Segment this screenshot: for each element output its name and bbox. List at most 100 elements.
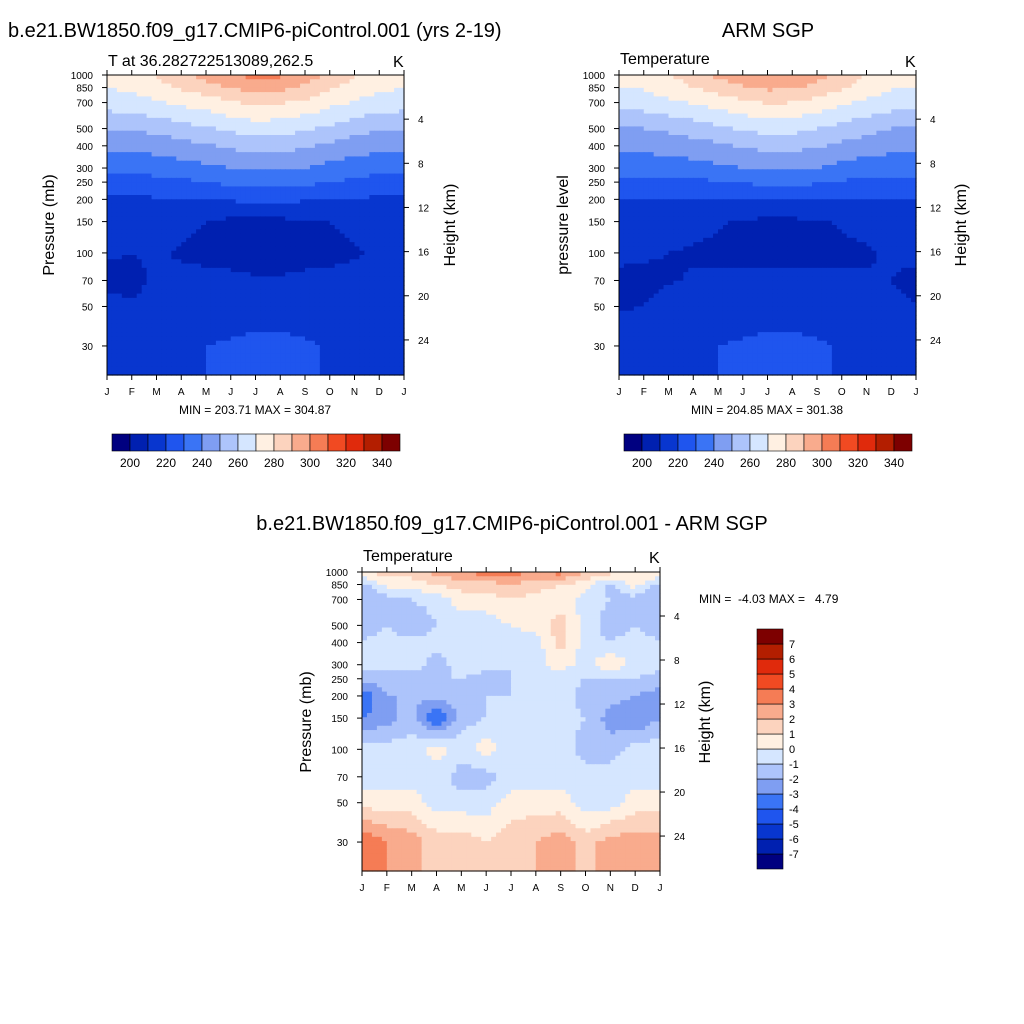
model-cell (359, 117, 365, 123)
model-cell (235, 212, 242, 218)
obs-cell (836, 100, 843, 106)
model-cell (171, 216, 177, 222)
obs-cell (643, 79, 650, 85)
model-cell (369, 319, 375, 325)
model-cell (314, 109, 321, 115)
model-cell (196, 152, 202, 158)
model-cell (354, 242, 361, 248)
model-cell (215, 237, 222, 243)
model-cell (107, 310, 113, 316)
obs-cell (708, 75, 714, 80)
obs-cell (623, 79, 630, 85)
model-cell (121, 147, 128, 153)
model-cell (201, 293, 207, 299)
model-cell (300, 212, 306, 218)
model-cell (349, 165, 356, 170)
model-cell (210, 173, 217, 179)
obs-cell (831, 100, 838, 106)
model-cell (250, 109, 257, 115)
model-ytick-label: 400 (76, 142, 93, 153)
model-cell (300, 297, 306, 303)
model-cell (324, 250, 331, 256)
model-cell (171, 130, 177, 136)
model-cell (389, 276, 395, 282)
model-cell (314, 289, 321, 295)
model-cell (354, 96, 361, 102)
model-cell (136, 267, 143, 273)
model-cell (334, 297, 341, 303)
obs-cell (772, 117, 778, 123)
model-cell (201, 92, 207, 98)
model-cell (280, 216, 286, 222)
model-cell (156, 242, 163, 248)
model-cell (215, 195, 222, 200)
model-cell (285, 370, 291, 376)
model-cell (151, 216, 158, 222)
obs-cell (817, 79, 823, 85)
obs-cell (698, 79, 704, 85)
model-ytick-label: 200 (76, 195, 93, 206)
model-cell (146, 267, 153, 273)
model-cell (111, 353, 118, 359)
model-cell (324, 332, 331, 338)
model-cell (250, 336, 257, 342)
model-colorbar-box (255, 433, 275, 452)
model-cell (220, 135, 227, 140)
model-cell (369, 229, 375, 235)
model-cell (176, 126, 182, 132)
model-cell (359, 212, 365, 218)
model-cell (334, 229, 341, 235)
obs-cell (683, 79, 689, 85)
model-cell (255, 276, 262, 282)
model-cell (319, 203, 326, 209)
model-cell (245, 285, 252, 290)
model-cell (379, 169, 385, 175)
model-cell (156, 87, 163, 93)
model-cell (354, 83, 361, 89)
obs-cell (668, 96, 675, 102)
model-cell (374, 156, 380, 162)
model-cell (260, 207, 266, 213)
model-cell (305, 250, 311, 256)
model-cell (230, 259, 237, 265)
model-cell (201, 130, 207, 136)
model-cell (131, 255, 138, 260)
model-cell (151, 306, 158, 312)
model-cell (156, 122, 163, 128)
model-cell (265, 327, 271, 333)
model-cell (394, 169, 400, 175)
model-cell (394, 302, 400, 308)
model-cell (215, 327, 222, 333)
obs-cell (708, 105, 714, 110)
model-cell (201, 315, 207, 320)
model-cell (235, 280, 242, 286)
model-cell (210, 349, 217, 355)
model-cell (161, 362, 167, 368)
model-cell (275, 199, 281, 205)
model-cell (305, 87, 311, 93)
obs-cell (693, 87, 699, 93)
model-cell (319, 297, 326, 303)
model-cell (399, 96, 405, 102)
model-cell (161, 169, 167, 175)
obs-cell (752, 92, 759, 98)
model-cell (260, 165, 266, 170)
model-cell (230, 130, 237, 136)
model-cell (171, 225, 177, 230)
model-cell (364, 135, 370, 140)
model-cell (369, 225, 375, 230)
model-cell (146, 87, 153, 93)
model-cell (280, 186, 286, 192)
model-cell (191, 289, 197, 295)
model-cell (220, 246, 227, 252)
model-cell (176, 272, 182, 278)
model-cell (379, 345, 385, 350)
model-cell (235, 122, 242, 128)
model-cell (146, 336, 153, 342)
model-cell (156, 259, 163, 265)
model-cell (215, 147, 222, 153)
model-cell (240, 319, 247, 325)
model-cell (364, 357, 370, 363)
obs-cell (757, 109, 764, 115)
model-cell (245, 225, 252, 230)
